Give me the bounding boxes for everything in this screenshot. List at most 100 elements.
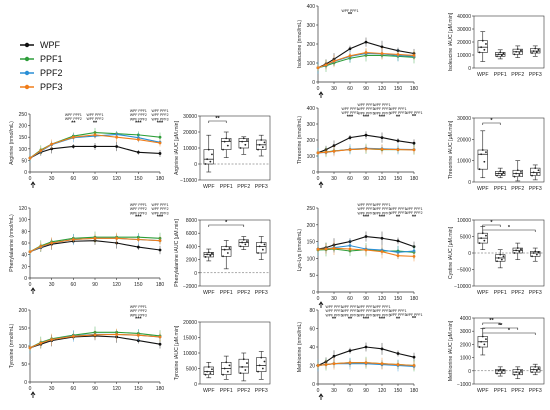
phenylalanine-auc-data-point bbox=[261, 248, 264, 251]
meal-arrow-icon bbox=[30, 287, 36, 294]
isoleucine-auc-data-point bbox=[515, 50, 518, 53]
cystine-auc-significance-bracket bbox=[482, 229, 536, 232]
arginine-time-x-tick-label: 180 bbox=[156, 176, 165, 182]
methionine-time-significance-label: ** bbox=[348, 317, 353, 323]
cystine-auc-data-point bbox=[485, 234, 487, 237]
isoleucine-time-x-tick-label: 30 bbox=[331, 86, 337, 92]
phenylalanine-time-point-ppf3 bbox=[93, 236, 97, 240]
tyrosine-auc-data-point bbox=[223, 367, 226, 370]
tyrosine-time-x-tick-label: 90 bbox=[92, 386, 98, 392]
arginine-time-significance-label: WPF PPF2 bbox=[87, 117, 104, 121]
arginine-auc-data-point bbox=[209, 160, 212, 163]
isoleucine-auc-data-point bbox=[497, 53, 500, 56]
methionine-auc-significance-bracket bbox=[482, 322, 501, 325]
threonine-time-significance-label: ** bbox=[396, 114, 401, 120]
cystine-time-significance-label: WPF PPF3 bbox=[358, 211, 375, 215]
phenylalanine-time-y-label: Phenylalanine (nmol/mL) bbox=[9, 214, 15, 272]
legend-item-ppf2: PPF2 bbox=[20, 68, 63, 78]
isoleucine-time-x-tick-label: 180 bbox=[410, 86, 419, 92]
phenylalanine-time-significance-label: WPF PPF2 bbox=[130, 207, 147, 211]
methionine-auc-data-point bbox=[481, 335, 484, 338]
threonine-time-point-ppf3 bbox=[364, 147, 368, 151]
methionine-time-y-tick-label: 0 bbox=[312, 382, 315, 388]
threonine-time-significance-label: WPF PPF2 bbox=[342, 111, 359, 115]
methionine-time-significance-label: *** bbox=[363, 317, 370, 323]
methionine-time-panel: 0 20 40 60 80 0 30 60 90 120 150 180 Methionine (nmo… bbox=[297, 305, 423, 400]
threonine-time-point-wpf bbox=[396, 139, 400, 143]
isoleucine-time-y-tick-label: 300 bbox=[307, 23, 316, 29]
cystine-time-x-tick-label: 150 bbox=[394, 296, 403, 302]
phenylalanine-time-point-ppf3 bbox=[50, 241, 54, 245]
legend-item-ppf3: PPF3 bbox=[20, 82, 63, 92]
methionine-auc-significance-label: * bbox=[508, 328, 511, 334]
methionine-time-significance-label: WPF PPF3 bbox=[342, 313, 359, 317]
tyrosine-time-point-ppf3 bbox=[136, 333, 140, 337]
tyrosine-time-x-tick-label: 0 bbox=[29, 386, 32, 392]
methionine-time-point-ppf3 bbox=[396, 363, 400, 366]
arginine-time-point-ppf3 bbox=[93, 133, 97, 137]
threonine-time-significance-label: WPF PPF1 bbox=[390, 107, 407, 111]
arginine-time-point-wpf bbox=[50, 147, 54, 151]
isoleucine-auc-data-point bbox=[483, 48, 486, 51]
arginine-time-significance-label: *** bbox=[135, 121, 142, 127]
tyrosine-time-point-ppf3 bbox=[93, 333, 97, 337]
phenylalanine-auc-data-point bbox=[258, 245, 261, 248]
tyrosine-time-x-tick-label: 150 bbox=[134, 386, 143, 392]
arginine-auc-data-point bbox=[263, 141, 266, 144]
arginine-auc-x-tick-label: PPF1 bbox=[220, 184, 233, 190]
threonine-time-y-tick-label: 400 bbox=[307, 106, 316, 112]
phenylalanine-time-series-wpf bbox=[29, 240, 161, 253]
legend-item-ppf1: PPF1 bbox=[20, 54, 63, 64]
legend: WPF PPF1 PPF2 PPF3 bbox=[20, 40, 63, 92]
threonine-auc-data-point bbox=[485, 151, 487, 154]
isoleucine-auc-y-tick-label: 10000 bbox=[457, 53, 471, 59]
arginine-auc-y-tick-label: −10000 bbox=[180, 178, 197, 184]
cystine-auc-data-point bbox=[531, 255, 533, 258]
methionine-auc-x-tick-label: PPF2 bbox=[511, 388, 524, 394]
legend-marker-ppf3 bbox=[24, 84, 30, 90]
cystine-auc-data-point bbox=[532, 252, 535, 254]
methionine-time-point-wpf bbox=[396, 352, 400, 355]
phenylalanine-time-y-tick-label: 120 bbox=[19, 206, 28, 212]
isoleucine-auc-data-point bbox=[537, 48, 540, 51]
cystine-auc-x-tick-label: PPF1 bbox=[494, 290, 507, 296]
phenylalanine-time-point-ppf3 bbox=[115, 236, 119, 240]
isoleucine-auc-box-wpf bbox=[477, 40, 488, 53]
threonine-time-panel: 0 100 200 300 400 0 30 60 90 120 150 180 Threonine (… bbox=[297, 103, 423, 188]
methionine-time-significance-label: WPF PPF3 bbox=[358, 313, 375, 317]
threonine-time-significance-label: *** bbox=[347, 114, 354, 120]
isoleucine-auc-data-point bbox=[531, 52, 533, 54]
threonine-auc-data-point bbox=[534, 167, 537, 170]
methionine-time-y-tick-label: 60 bbox=[309, 327, 315, 333]
arginine-time-significance-label: WPF PPF2 bbox=[152, 113, 169, 117]
methionine-auc-y-tick-label: 2000 bbox=[460, 342, 471, 348]
methionine-auc-data-point bbox=[534, 365, 537, 368]
cystine-time-panel: 0 50 100 150 200 250 0 30 60 90 120 150 180 Lys-Lys (… bbox=[297, 203, 423, 308]
threonine-auc-frame bbox=[473, 117, 545, 183]
cystine-auc-data-point bbox=[502, 255, 505, 258]
meal-arrow-icon bbox=[30, 181, 36, 188]
phenylalanine-auc-data-point bbox=[207, 251, 210, 254]
isoleucine-auc-x-tick-label: PPF1 bbox=[494, 72, 507, 78]
threonine-auc-data-point bbox=[513, 175, 516, 178]
threonine-auc-y-tick-label: 0 bbox=[468, 180, 471, 186]
phenylalanine-time-x-tick-label: 0 bbox=[29, 282, 32, 288]
tyrosine-auc-data-point bbox=[206, 370, 209, 373]
meal-arrow-icon bbox=[318, 181, 324, 188]
threonine-auc-x-tick-label: PPF1 bbox=[494, 186, 507, 192]
threonine-auc-data-point bbox=[516, 169, 519, 172]
isoleucine-auc-x-tick-label: PPF3 bbox=[529, 72, 542, 78]
cystine-auc-data-point bbox=[483, 239, 486, 242]
threonine-time-significance-label: WPF PPF1 bbox=[358, 103, 375, 107]
isoleucine-time-panel: 0 100 200 300 400 0 30 60 90 120 150 180 Isoleucine … bbox=[297, 4, 418, 98]
isoleucine-time-y-tick-label: 400 bbox=[307, 4, 316, 10]
arginine-time-y-label: Arginine (nmol/mL) bbox=[9, 121, 15, 165]
legend-item-wpf: WPF bbox=[20, 40, 60, 50]
phenylalanine-time-point-ppf3 bbox=[71, 238, 75, 241]
phenylalanine-auc-data-point bbox=[263, 243, 266, 246]
isoleucine-time-point-wpf bbox=[380, 45, 384, 49]
cystine-auc-y-tick-label: 0 bbox=[468, 251, 471, 257]
tyrosine-auc-y-tick-label: 5000 bbox=[186, 367, 197, 373]
cystine-auc-significance-bracket bbox=[482, 224, 501, 227]
legend-label-wpf: WPF bbox=[40, 40, 60, 50]
